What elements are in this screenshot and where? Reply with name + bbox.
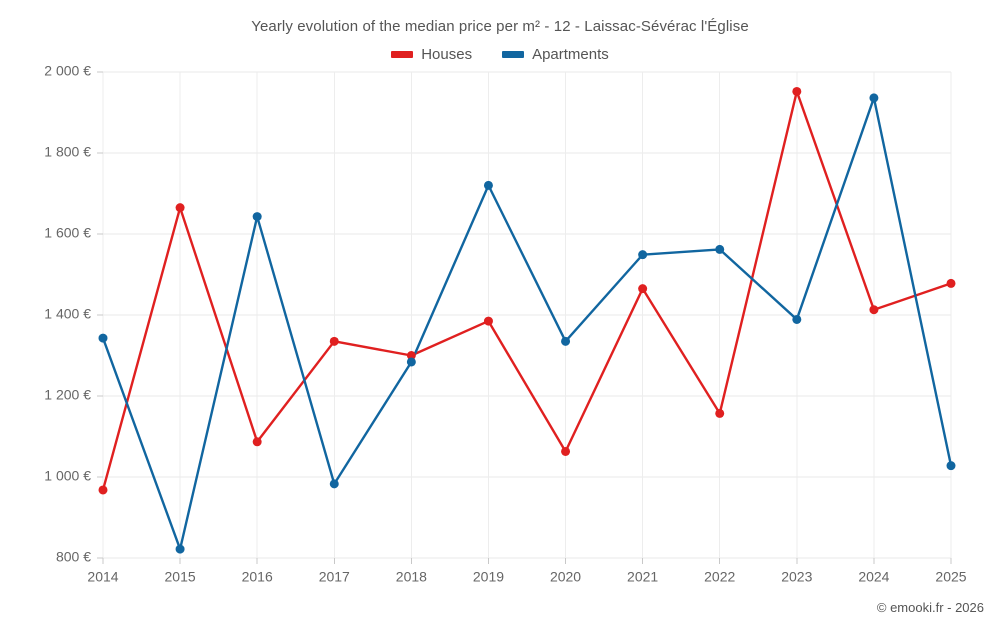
- data-point-apartments-2023[interactable]: [792, 314, 802, 324]
- x-tick-label: 2020: [550, 568, 581, 584]
- data-point-houses-2014[interactable]: [98, 485, 108, 495]
- data-point-apartments-2018[interactable]: [406, 357, 416, 367]
- series-layer: [98, 86, 956, 554]
- y-tick-label: 800 €: [56, 549, 91, 565]
- legend-swatch-houses: [391, 51, 414, 58]
- data-point-apartments-2016[interactable]: [252, 212, 262, 222]
- x-tick-label: 2015: [165, 568, 196, 584]
- x-tick-label: 2023: [781, 568, 812, 584]
- x-tick-label: 2016: [242, 568, 273, 584]
- data-point-apartments-2020[interactable]: [561, 336, 571, 346]
- data-point-houses-2025[interactable]: [946, 278, 956, 288]
- y-tick-label: 1 200 €: [44, 387, 91, 403]
- y-tick-label: 1 600 €: [44, 225, 91, 241]
- data-point-apartments-2025[interactable]: [946, 461, 956, 471]
- data-point-houses-2017[interactable]: [329, 336, 339, 346]
- data-point-houses-2015[interactable]: [175, 203, 185, 213]
- data-point-apartments-2022[interactable]: [715, 244, 725, 254]
- data-point-houses-2023[interactable]: [792, 86, 802, 96]
- copyright-footer: © emooki.fr - 2026: [876, 600, 984, 615]
- x-tick-label: 2021: [627, 568, 658, 584]
- data-point-apartments-2015[interactable]: [175, 544, 185, 554]
- data-point-houses-2018[interactable]: [406, 351, 416, 360]
- x-tick-label: 2014: [87, 568, 118, 584]
- x-tick-label: 2019: [473, 568, 504, 584]
- x-axis-labels: 2014 2015 2016 2017 2018 2019 2020 2021 2022 2023…: [87, 568, 966, 584]
- y-axis-labels: 800 € 1 000 € 1 200 € 1 400 € 1 600 € 1 800 €…: [44, 63, 91, 565]
- x-tick-label: 2017: [319, 568, 350, 584]
- chart-legend: Houses Apartments: [0, 46, 1000, 63]
- data-point-apartments-2021[interactable]: [638, 250, 648, 260]
- series-line-apartments: [101, 96, 953, 551]
- y-tick-label: 1 800 €: [44, 144, 91, 160]
- data-point-houses-2020[interactable]: [561, 446, 571, 456]
- grid-layer: [102, 71, 952, 559]
- data-point-apartments-2019[interactable]: [483, 180, 493, 190]
- y-tick-label: 1 400 €: [44, 306, 91, 322]
- data-point-apartments-2024[interactable]: [869, 93, 879, 103]
- tick-layer: [97, 71, 952, 564]
- data-point-apartments-2014[interactable]: [98, 333, 108, 343]
- chart-title: Yearly evolution of the median price per…: [251, 18, 749, 35]
- data-point-houses-2019[interactable]: [483, 316, 493, 326]
- legend-item-apartments[interactable]: Apartments: [502, 46, 609, 63]
- legend-label-houses: Houses: [421, 46, 473, 63]
- legend-label-apartments: Apartments: [532, 46, 609, 63]
- x-tick-label: 2022: [704, 568, 735, 584]
- data-point-houses-2021[interactable]: [638, 284, 648, 294]
- data-point-houses-2024[interactable]: [869, 305, 879, 315]
- x-tick-label: 2024: [858, 568, 889, 584]
- x-tick-label: 2025: [935, 568, 966, 584]
- legend-swatch-apartments: [502, 51, 525, 58]
- legend-item-houses[interactable]: Houses: [391, 46, 472, 63]
- data-point-apartments-2017[interactable]: [329, 479, 339, 489]
- data-point-houses-2022[interactable]: [715, 408, 725, 418]
- x-tick-label: 2018: [396, 568, 427, 584]
- series-line-houses: [101, 90, 953, 492]
- y-tick-label: 1 000 €: [44, 468, 91, 484]
- y-tick-label: 2 000 €: [44, 63, 91, 79]
- data-point-houses-2016[interactable]: [252, 437, 262, 447]
